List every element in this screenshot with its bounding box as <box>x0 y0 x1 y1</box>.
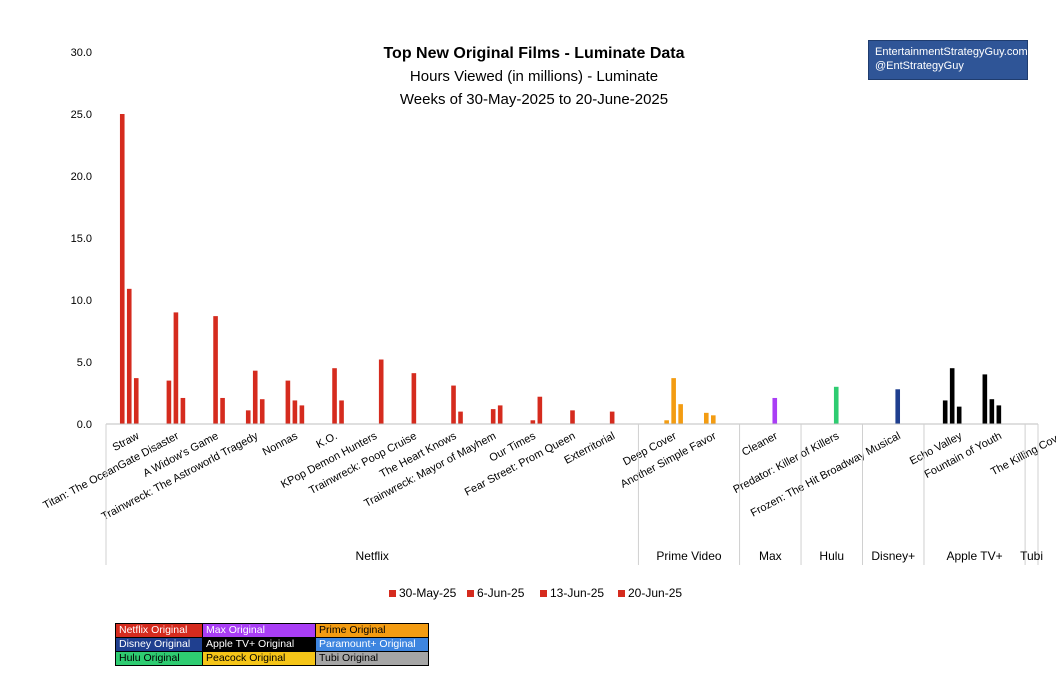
legend-swatch <box>540 590 547 597</box>
legend-cell: Max Original <box>202 623 316 638</box>
bar <box>166 380 172 424</box>
legend-cell: Peacock Original <box>202 651 316 666</box>
platform-label: Apple TV+ <box>946 549 1002 563</box>
x-tick-label: Nonnas <box>261 430 301 459</box>
credit-handle: @EntStrategyGuy <box>875 60 964 72</box>
bar <box>133 378 139 424</box>
bar <box>119 114 125 424</box>
y-tick-label: 0.0 <box>77 419 92 431</box>
bar <box>378 359 384 424</box>
bar <box>126 288 132 424</box>
x-tick-label: K.O. <box>314 430 339 451</box>
bar <box>989 399 995 424</box>
bar <box>180 397 186 424</box>
platform-label: Prime Video <box>656 549 721 563</box>
bar <box>451 385 456 424</box>
bar <box>895 389 901 424</box>
bar <box>671 378 676 424</box>
bar <box>956 406 962 424</box>
bar <box>942 400 948 424</box>
platform-label: Max <box>759 549 782 563</box>
chart-title: Top New Original Films - Luminate Data <box>383 45 684 62</box>
legend-label: 20-Jun-25 <box>628 586 682 600</box>
legend-label: 6-Jun-25 <box>477 586 525 600</box>
bar <box>609 411 615 424</box>
bar <box>996 405 1002 424</box>
legend-swatch <box>618 590 625 597</box>
bar <box>259 399 265 424</box>
legend-cell: Disney Original <box>115 637 203 652</box>
platform-label: Hulu <box>819 549 844 563</box>
bar <box>299 405 305 424</box>
bar <box>339 400 344 424</box>
chart-subtitle: Hours Viewed (in millions) - Luminate <box>410 68 658 85</box>
legend-cell: Prime Original <box>315 623 429 638</box>
y-tick-label: 10.0 <box>71 295 92 307</box>
bar <box>537 396 543 424</box>
bar <box>292 400 298 424</box>
bar <box>458 411 463 424</box>
legend-row: Hulu Original Peacock Original Tubi Origin… <box>115 651 429 666</box>
x-tick-label: Cleaner <box>740 430 780 459</box>
legend-swatch <box>467 590 474 597</box>
credit-site: EntertainmentStrategyGuy.com <box>875 46 1028 58</box>
chart-subtitle-weeks: Weeks of 30-May-2025 to 20-June-2025 <box>400 91 668 108</box>
bar <box>772 397 778 424</box>
legend-row: Netflix Original Max Original Prime Origin… <box>115 623 429 638</box>
y-tick-label: 20.0 <box>71 171 92 183</box>
bar <box>497 405 503 424</box>
legend-cell: Netflix Original <box>115 623 203 638</box>
bar <box>678 404 683 424</box>
bar <box>252 370 258 424</box>
legend-cell: Tubi Original <box>315 651 429 666</box>
bar <box>490 409 496 424</box>
legend-label: 13-Jun-25 <box>550 586 604 600</box>
bar <box>285 380 291 424</box>
y-tick-label: 25.0 <box>71 109 92 121</box>
x-tick-label: Predator: Killer of Killers <box>731 430 841 496</box>
bar <box>530 420 536 424</box>
bar <box>245 410 251 424</box>
y-tick-label: 5.0 <box>77 357 92 369</box>
credit-box: EntertainmentStrategyGuy.com @EntStrateg… <box>868 40 1028 80</box>
legend-cell: Hulu Original <box>115 651 203 666</box>
legend-label: 30-May-25 <box>399 586 457 600</box>
platform-label: Disney+ <box>871 549 915 563</box>
bar <box>710 415 716 424</box>
bar <box>982 374 988 424</box>
platform-label: Netflix <box>356 549 389 563</box>
platform-color-legend: Netflix Original Max Original Prime Origin… <box>115 623 429 666</box>
bar <box>173 312 179 424</box>
legend-cell: Apple TV+ Original <box>202 637 316 652</box>
bar <box>213 316 218 424</box>
y-tick-label: 30.0 <box>71 47 92 59</box>
bar <box>220 397 225 424</box>
bar <box>703 412 709 424</box>
bar <box>570 410 575 424</box>
bar <box>332 368 337 424</box>
bar <box>833 386 839 424</box>
platform-label: Tubi <box>1020 549 1043 563</box>
bar <box>949 368 955 424</box>
legend-cell: Paramount+ Original <box>315 637 429 652</box>
legend-swatch <box>389 590 396 597</box>
y-tick-label: 15.0 <box>71 233 92 245</box>
legend-row: Disney Original Apple TV+ Original Paramou… <box>115 637 429 652</box>
bar <box>411 373 417 424</box>
bar <box>664 420 669 424</box>
